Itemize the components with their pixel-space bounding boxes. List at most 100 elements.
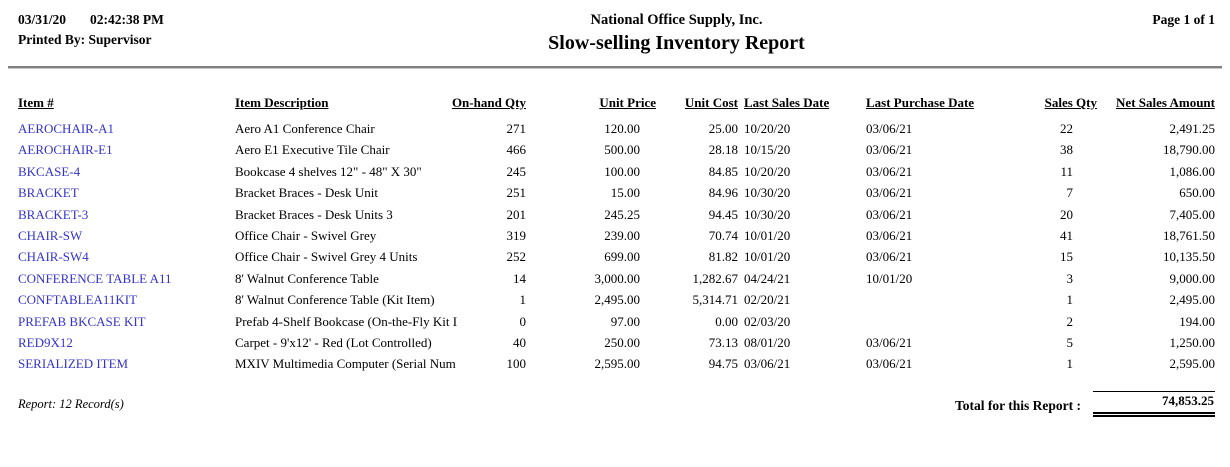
cell-unit-price: 699.00 — [604, 249, 640, 265]
cell-last-sales-date: 10/20/20 — [744, 163, 791, 179]
cell-last-sales-date: 04/24/21 — [744, 270, 791, 286]
table-row: AEROCHAIR-E1 Aero E1 Executive Tile Chai… — [18, 139, 1215, 160]
cell-on-hand-qty: 14 — [513, 270, 526, 286]
cell-net-sales-amount: 1,086.00 — [1169, 163, 1216, 179]
cell-unit-cost: 1,282.67 — [692, 270, 739, 286]
total-label: Total for this Report : — [955, 397, 1081, 413]
cell-net-sales-amount: 194.00 — [1179, 313, 1215, 329]
col-header-sales-qty: Sales Qty — [1044, 95, 1097, 110]
cell-item-description: Bookcase 4 shelves 12" - 48" X 30" — [235, 163, 422, 179]
cell-item-description: 8' Walnut Conference Table — [235, 270, 379, 286]
cell-net-sales-amount: 18,790.00 — [1163, 142, 1215, 158]
cell-last-purchase-date: 03/06/21 — [866, 335, 913, 351]
col-header-last-purchase-date: Last Purchase Date — [866, 95, 975, 110]
cell-unit-price: 3,000.00 — [594, 270, 641, 286]
cell-on-hand-qty: 252 — [506, 249, 527, 265]
cell-item-description: Aero A1 Conference Chair — [235, 121, 375, 136]
cell-last-purchase-date: 03/06/21 — [866, 206, 913, 222]
cell-net-sales-amount: 2,595.00 — [1169, 356, 1216, 372]
cell-sales-qty: 1 — [1066, 356, 1074, 372]
col-header-item-number: Item # — [18, 95, 54, 110]
report-total: Total for this Report : 74,853.25 — [955, 390, 1215, 417]
cell-unit-price: 245.25 — [604, 206, 640, 222]
cell-item-number[interactable]: CONFTABLEA11KIT — [18, 292, 138, 308]
report-header: 03/31/20 02:42:38 PM Printed By: Supervis… — [0, 0, 1230, 56]
cell-sales-qty: 15 — [1060, 249, 1073, 265]
table-row: BRACKET-3 Bracket Braces - Desk Units 3 … — [18, 204, 1215, 225]
print-date: 03/31/20 — [18, 12, 67, 27]
table-row: CONFERENCE TABLE A11 8' Walnut Conferenc… — [18, 268, 1215, 289]
print-time: 02:42:38 PM — [90, 12, 164, 27]
cell-item-number[interactable]: BKCASE-4 — [18, 163, 81, 179]
cell-item-description: Office Chair - Swivel Grey — [235, 228, 377, 244]
col-header-item-description: Item Description — [235, 95, 329, 110]
cell-item-number[interactable]: BRACKET — [18, 185, 79, 201]
table-row: CHAIR-SW Office Chair - Swivel Grey 319 … — [18, 225, 1215, 246]
cell-last-sales-date: 10/30/20 — [744, 206, 791, 222]
cell-last-purchase-date: 03/06/21 — [866, 185, 913, 201]
cell-last-purchase-date: 03/06/21 — [866, 121, 913, 136]
inventory-table: Item # Item Description On-hand Qty Unit… — [18, 95, 1215, 375]
cell-sales-qty: 5 — [1066, 335, 1074, 351]
cell-net-sales-amount: 2,491.25 — [1169, 121, 1216, 136]
col-header-unit-cost: Unit Cost — [684, 95, 738, 110]
printed-by: Printed By: Supervisor — [18, 32, 152, 47]
cell-item-number[interactable]: AEROCHAIR-A1 — [18, 121, 115, 136]
cell-unit-cost: 84.85 — [708, 163, 738, 179]
cell-last-purchase-date: 03/06/21 — [866, 142, 913, 158]
cell-unit-price: 15.00 — [610, 185, 640, 201]
cell-item-description: Bracket Braces - Desk Unit — [235, 185, 378, 201]
cell-net-sales-amount: 18,761.50 — [1163, 228, 1215, 244]
cell-net-sales-amount: 1,250.00 — [1169, 335, 1216, 351]
print-datetime: 03/31/20 02:42:38 PM — [18, 10, 338, 30]
cell-item-description: Aero E1 Executive Tile Chair — [235, 142, 390, 158]
cell-sales-qty: 38 — [1060, 142, 1073, 158]
cell-sales-qty: 22 — [1060, 121, 1073, 136]
cell-item-number[interactable]: BRACKET-3 — [18, 206, 89, 222]
report-footer: Report: 12 Record(s) Total for this Repo… — [18, 390, 1215, 417]
cell-on-hand-qty: 1 — [519, 292, 527, 308]
cell-item-description: 8' Walnut Conference Table (Kit Item) — [235, 292, 435, 308]
cell-on-hand-qty: 271 — [506, 121, 527, 136]
cell-item-number[interactable]: AEROCHAIR-E1 — [18, 142, 113, 158]
table-row: CONFTABLEA11KIT 8' Walnut Conference Tab… — [18, 289, 1215, 310]
report-heading: National Office Supply, Inc. Slow-sellin… — [338, 10, 1015, 56]
table-row: AEROCHAIR-A1 Aero A1 Conference Chair 27… — [18, 118, 1215, 139]
cell-unit-cost: 94.75 — [708, 356, 738, 372]
table-row: BKCASE-4 Bookcase 4 shelves 12" - 48" X … — [18, 161, 1215, 182]
col-header-last-sales-date: Last Sales Date — [744, 95, 830, 110]
cell-item-number[interactable]: SERIALIZED ITEM — [18, 356, 129, 372]
cell-last-purchase-date: 10/01/20 — [866, 270, 913, 286]
cell-last-sales-date: 08/01/20 — [744, 335, 791, 351]
report-title: Slow-selling Inventory Report — [548, 32, 805, 54]
cell-item-number[interactable]: CHAIR-SW4 — [18, 249, 89, 265]
cell-last-sales-date: 03/06/21 — [744, 356, 791, 372]
table-row: BRACKET Bracket Braces - Desk Unit 251 1… — [18, 182, 1215, 203]
cell-on-hand-qty: 201 — [506, 206, 527, 222]
cell-unit-cost: 84.96 — [708, 185, 738, 201]
cell-last-sales-date: 10/20/20 — [744, 121, 791, 136]
col-header-unit-price: Unit Price — [599, 95, 656, 110]
cell-unit-cost: 0.00 — [715, 313, 738, 329]
cell-last-sales-date: 02/20/21 — [744, 292, 791, 308]
cell-sales-qty: 2 — [1066, 313, 1074, 329]
cell-unit-price: 239.00 — [604, 228, 640, 244]
cell-on-hand-qty: 100 — [506, 356, 527, 372]
cell-on-hand-qty: 251 — [506, 185, 527, 201]
cell-unit-price: 250.00 — [604, 335, 640, 351]
cell-item-description: Prefab 4-Shelf Bookcase (On-the-Fly Kit … — [235, 313, 458, 329]
cell-unit-cost: 70.74 — [708, 228, 738, 244]
header-rule — [8, 66, 1222, 69]
cell-unit-price: 2,595.00 — [594, 356, 641, 372]
cell-item-number[interactable]: RED9X12 — [18, 335, 73, 351]
cell-item-number[interactable]: CHAIR-SW — [18, 228, 83, 244]
table-row: CHAIR-SW4 Office Chair - Swivel Grey 4 U… — [18, 246, 1215, 267]
cell-on-hand-qty: 245 — [506, 163, 527, 179]
cell-on-hand-qty: 40 — [513, 335, 526, 351]
cell-item-number[interactable]: PREFAB BKCASE KIT — [18, 313, 146, 329]
cell-item-number[interactable]: CONFERENCE TABLE A11 — [18, 270, 172, 286]
cell-last-purchase-date: 03/06/21 — [866, 356, 913, 372]
cell-item-description: MXIV Multimedia Computer (Serial Num — [235, 356, 456, 372]
cell-sales-qty: 20 — [1060, 206, 1073, 222]
